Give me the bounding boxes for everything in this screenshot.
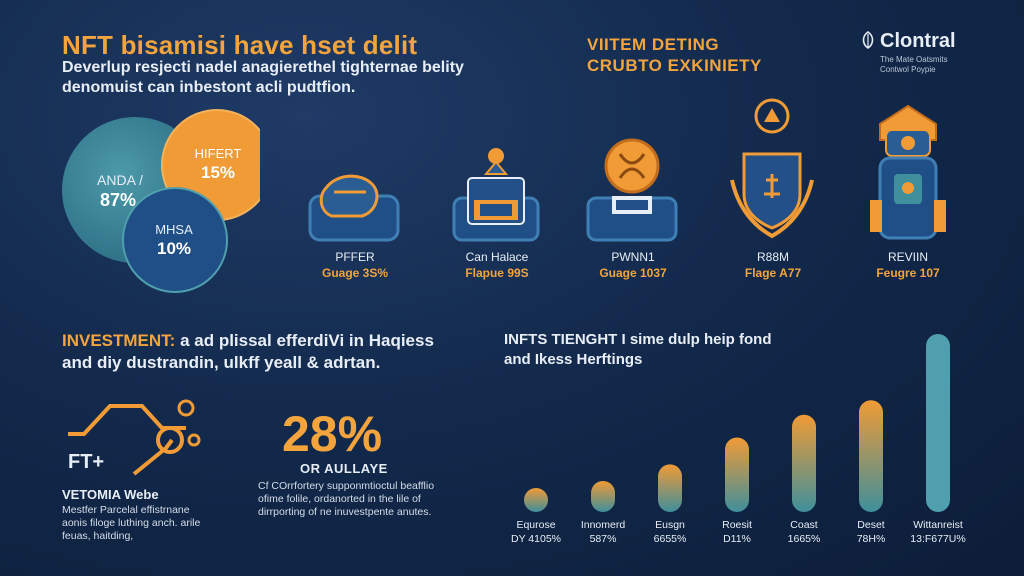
bar-4: [725, 437, 749, 512]
icon-label-5: REVIIN: [887, 250, 928, 264]
chart-heading-line1: INFTS TIENGHT I sime dulp heip fond: [504, 331, 772, 348]
bar-value-label-3: 6655%: [654, 533, 687, 545]
bar-category-label-3: Eusgn: [655, 519, 685, 531]
venn-center-value: 10%: [157, 239, 191, 258]
icon-label-3: PWNN1: [611, 250, 655, 264]
brand-tag-line1: The Mate Oatsmits: [880, 55, 948, 64]
bar-value-label-6: 78H%: [857, 533, 886, 545]
bar-category-label-5: Coast: [790, 519, 818, 531]
bar-value-label-7: 13:F677U%: [910, 533, 965, 545]
bar-category-label-2: Innomerd: [581, 519, 626, 531]
icon-sub-5: Feugre 107: [876, 266, 940, 280]
bar-7: [926, 334, 950, 512]
section-title-line2: CRUBTO EXKINIETY: [587, 56, 762, 75]
venn-right-label: HIFERT: [195, 146, 242, 161]
bar-2: [591, 480, 615, 512]
bar-3: [658, 464, 682, 512]
chart-heading: INFTS TIENGHT I sime dulp heip fond and …: [504, 330, 824, 370]
section-title-line1: VIITEM DETING: [587, 35, 720, 54]
coin-tray-icon: [586, 138, 678, 242]
bar-chart: Equrose DY 4105% Innomerd 587% Eusgn 6655% Roe…: [511, 334, 966, 545]
circuit-logo-icon: FT+: [68, 399, 201, 476]
icon-label-1: PFFER: [335, 250, 375, 264]
circuit-logo-text: FT+: [68, 451, 104, 473]
investment-heading-line2: and diy dustrandin, ulkff yeall & adrtan…: [62, 353, 381, 372]
venn-diagram: ANDA / 87% HIFERT 15% MHSA 10%: [62, 109, 260, 293]
bar-value-label-4: D11%: [723, 533, 751, 545]
glove-icon: [308, 174, 400, 242]
page-subtitle: Deverlup resjecti nadel anagierethel tig…: [62, 59, 464, 96]
bar-category-label-6: Deset: [857, 519, 885, 531]
left-desc: Mestfer Parcelal effistrnane aonis filog…: [62, 504, 201, 542]
investment-heading-rest: a ad plissal efferdiVi in Haqiess: [180, 331, 434, 350]
bar-category-label-1: Equrose: [516, 519, 555, 531]
venn-left-value: 87%: [100, 190, 136, 210]
investment-heading: INVESTMENT: a ad plissal efferdiVi in Ha…: [62, 330, 482, 374]
bar-category-label-4: Roesit: [722, 519, 752, 531]
icon-sub-2: Flapue 99S: [465, 266, 529, 280]
brand-tagline: The Mate Oatsmits Contwol Poypie: [880, 55, 988, 75]
chart-heading-line2: and Ikess Herftings: [504, 351, 643, 368]
bar-5: [792, 414, 816, 512]
icon-label-4: R88M: [756, 250, 789, 264]
icon-sub-3: Guage 1037: [599, 266, 667, 280]
bar-value-label-1: DY 4105%: [511, 533, 561, 545]
shield-hands-icon: [730, 98, 814, 239]
bar-1: [524, 488, 548, 512]
bar-value-label-5: 1665%: [788, 533, 821, 545]
venn-circle-center: [122, 187, 228, 293]
section-title-top: VIITEM DETING CRUBTO EXKINIETY: [587, 34, 762, 76]
icon-sub-4: Flage A77: [744, 266, 802, 280]
robot-vault-icon: [870, 104, 946, 240]
page-title: NFT bisamisi have hset delit: [62, 30, 418, 60]
big-stat-label: OR AULLAYE: [300, 461, 388, 476]
venn-left-label: ANDA /: [97, 172, 143, 188]
brand-logo: Clontral The Mate Oatsmits Contwol Poypi…: [858, 30, 988, 75]
vault-icon: [452, 148, 540, 242]
left-desc-title: VETOMIA Webe: [62, 487, 159, 502]
investment-heading-accent: INVESTMENT:: [62, 331, 176, 350]
bar-value-label-2: 587%: [590, 533, 617, 545]
big-stat-description: Cf COrrfortery supponmtioctul beafflio o…: [258, 480, 435, 518]
venn-right-value: 15%: [201, 163, 235, 182]
bar-category-label-7: Wittanreist: [913, 519, 963, 531]
bar-6: [859, 400, 883, 512]
venn-center-label: MHSA: [155, 222, 193, 237]
brand-name: Clontral: [880, 30, 956, 52]
brand-tag-line2: Contwol Poypie: [880, 65, 936, 74]
icon-label-2: Can Halace: [465, 250, 529, 264]
icon-sub-1: Guage 3S%: [321, 266, 389, 280]
leaf-logo-icon: [862, 31, 874, 49]
big-stat-value: 28%: [282, 406, 383, 462]
